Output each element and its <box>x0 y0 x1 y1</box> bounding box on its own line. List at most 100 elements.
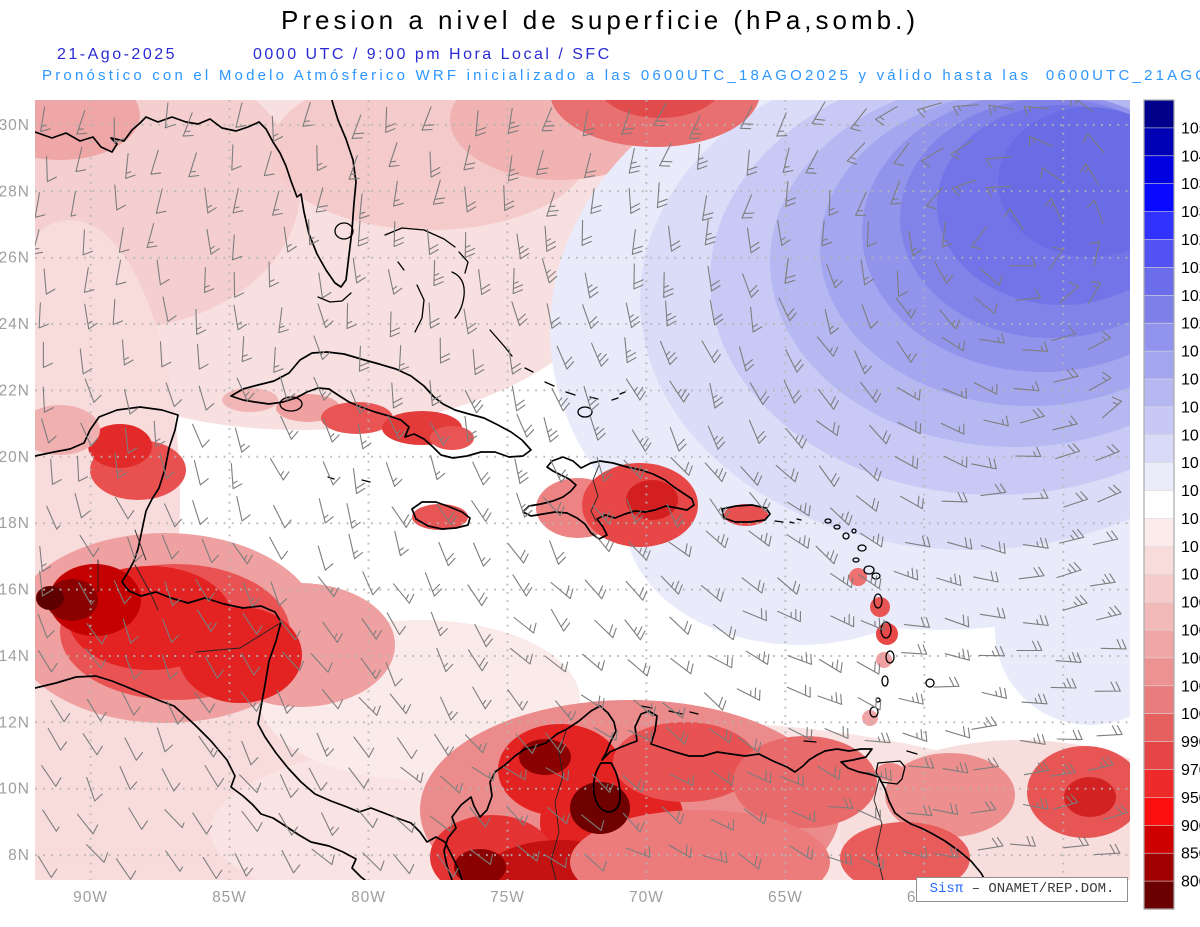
colorbar-cell <box>1143 350 1175 380</box>
page-title: Presion a nivel de superficie (hPa,somb.… <box>280 5 919 35</box>
lat-tick-label: 26N <box>0 250 30 267</box>
lat-tick-label: 30N <box>0 117 30 134</box>
virgin-islands <box>774 518 802 524</box>
colorbar-cell <box>1143 741 1175 771</box>
colorbar-label: 1022 <box>1181 288 1200 305</box>
pressure-shade-blob <box>995 535 1130 725</box>
pressure-shade-blob <box>454 849 506 880</box>
pressure-shade-blob <box>88 424 152 468</box>
coastline-puerto-rico <box>721 504 771 523</box>
colorbar-cell <box>1143 657 1175 687</box>
attribution-box: Sisπ – ONAMET/REP.DOM. <box>916 877 1128 902</box>
wind-barbs <box>35 100 1128 880</box>
lon-tick-label: 70W <box>629 889 664 906</box>
colorbar-label: 1002 <box>1181 678 1200 695</box>
lat-tick-label: 10N <box>0 781 30 798</box>
colorbar-label: 1017 <box>1181 399 1200 416</box>
colorbar: 1050 1040 1035 1030 1028 1025 1022 1020 1019 1018… <box>1143 99 1200 910</box>
colorbar-cell <box>1143 545 1175 576</box>
colorbar-label: 1050 <box>1181 120 1200 137</box>
colorbar-cell <box>1143 629 1175 659</box>
colorbar-cell <box>1143 211 1175 241</box>
lat-tick-label: 12N <box>0 714 30 731</box>
pressure-shade-blob <box>862 710 878 726</box>
lon-tick-label: 85W <box>212 889 247 906</box>
lon-tick-label: 75W <box>490 889 525 906</box>
lat-tick-label: 20N <box>0 449 30 466</box>
lon-tick-label: 80W <box>351 889 386 906</box>
colorbar-label: 1040 <box>1181 148 1200 165</box>
attribution-brand: Sisπ <box>929 881 964 897</box>
coastline-florida <box>258 100 357 288</box>
central-america-borders <box>97 529 283 653</box>
colorbar-cell <box>1143 322 1175 353</box>
lat-tick-label: 28N <box>0 183 30 200</box>
pressure-shade-blob <box>35 405 100 455</box>
lat-tick-label: 22N <box>0 382 30 399</box>
colorbar-label: 1000 <box>1181 706 1200 723</box>
lat-tick-label: 18N <box>0 515 30 532</box>
attribution-text: – ONAMET/REP.DOM. <box>963 881 1115 897</box>
colorbar-cell <box>1143 518 1175 548</box>
colorbar-cell <box>1143 378 1175 408</box>
pressure-shade-blob <box>35 100 140 160</box>
pressure-shade-blob <box>519 739 571 775</box>
pressure-shade-blob <box>36 586 64 610</box>
colorbar-label: 1006 <box>1181 623 1200 640</box>
florida-keys <box>317 292 352 303</box>
colorbar-label: 1008 <box>1181 595 1200 612</box>
colorbar-label: 950 <box>1181 790 1200 807</box>
colorbar-label: 1004 <box>1181 650 1200 667</box>
colorbar-label: 1025 <box>1181 260 1200 277</box>
pressure-shade-blob <box>430 426 474 450</box>
lat-tick-label: 24N <box>0 316 30 333</box>
lat-tick-label: 8N <box>8 847 30 864</box>
colorbar-label: 1016 <box>1181 427 1200 444</box>
colorbar-cell <box>1143 267 1175 297</box>
colorbar-cell <box>1143 852 1175 883</box>
colorbar-cell <box>1143 434 1175 464</box>
colorbar-label: 970 <box>1181 762 1200 779</box>
colorbar-cell <box>1143 183 1175 213</box>
lon-tick-label: 65W <box>768 889 803 906</box>
colorbar-cell <box>1143 769 1175 799</box>
coastline-us-gulf <box>35 116 260 153</box>
colorbar-cell <box>1143 462 1175 492</box>
colorbar-cell <box>1143 713 1175 743</box>
colorbar-cell <box>1143 294 1175 325</box>
colorbar-cell <box>1143 685 1175 715</box>
colorbar-frame <box>1143 99 1175 910</box>
pressure-shade-blob <box>876 652 892 668</box>
colorbar-cell <box>1143 155 1175 185</box>
colorbar-cell <box>1143 490 1175 520</box>
colorbar-label: 1028 <box>1181 232 1200 249</box>
forecast-note: Pronóstico con el Modelo Atmósferico WRF… <box>42 67 1200 84</box>
coastline-jamaica <box>411 501 471 530</box>
colorbar-cell <box>1143 824 1175 855</box>
pressure-shade-blob <box>626 480 678 520</box>
coastlines <box>35 100 986 880</box>
pressure-shade-blob <box>570 810 830 880</box>
time-label: 0000 UTC / 9:00 pm Hora Local / SFC <box>253 46 612 63</box>
colorbar-cell <box>1143 127 1175 157</box>
pressure-shade-blob <box>885 753 1015 837</box>
lat-tick-label: 16N <box>0 582 30 599</box>
pressure-shade-blob <box>613 722 757 802</box>
colorbar-cell <box>1143 239 1175 269</box>
colorbar-label: 900 <box>1181 818 1200 835</box>
colorbar-cell <box>1143 406 1175 436</box>
colorbar-cell <box>1143 573 1175 604</box>
colorbar-label: 1014 <box>1181 483 1200 500</box>
date-label: 21-Ago-2025 <box>57 46 178 63</box>
lake-maracaibo <box>592 762 621 813</box>
lake-okeechobee <box>334 222 354 240</box>
pressure-shade-blob <box>551 100 759 147</box>
pressure-shade-blob <box>604 100 716 118</box>
colorbar-label: 1019 <box>1181 344 1200 361</box>
pressure-shade-blob <box>321 402 393 434</box>
colorbar-cell <box>1143 797 1175 827</box>
colorbar-label: 1013 <box>1181 511 1200 528</box>
colorbar-label: 1015 <box>1181 455 1200 472</box>
